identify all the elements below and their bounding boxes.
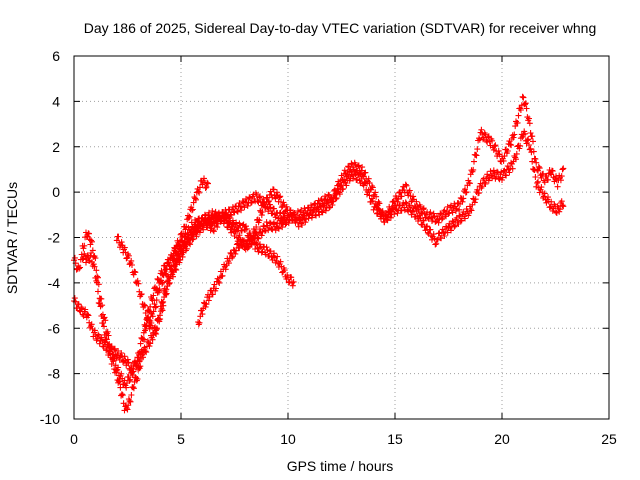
x-tick-label: 15 [387, 431, 403, 447]
series-track-f [327, 93, 567, 226]
series-track-d [113, 190, 291, 337]
grid [74, 56, 609, 419]
chart-title: Day 186 of 2025, Sidereal Day-to-day VTE… [84, 20, 597, 36]
x-tick-label: 0 [70, 431, 78, 447]
data-points [71, 93, 567, 414]
ticks: 0 5 10 15 20 25 -10 -8 -6 -4 -2 0 2 4 6 [40, 48, 617, 447]
x-tick-label: 5 [177, 431, 185, 447]
y-tick-label: -2 [48, 230, 61, 246]
y-tick-label: 6 [52, 48, 60, 64]
y-axis-label: SDTVAR / TECUs [4, 182, 20, 294]
y-tick-label: 0 [52, 184, 60, 200]
y-tick-label: -6 [48, 320, 61, 336]
y-tick-label: -4 [48, 275, 61, 291]
x-tick-label: 25 [601, 431, 617, 447]
y-tick-label: 4 [52, 93, 60, 109]
x-tick-label: 20 [494, 431, 510, 447]
scatter-points [434, 128, 567, 243]
x-axis-label: GPS time / hours [287, 458, 394, 474]
scatter-points [79, 175, 211, 391]
series-track-c [79, 175, 211, 391]
scatter-points [113, 190, 291, 337]
scatter-points [327, 93, 567, 226]
y-tick-label: 2 [52, 139, 60, 155]
y-tick-label: -10 [40, 411, 60, 427]
x-tick-label: 10 [280, 431, 296, 447]
y-tick-label: -8 [48, 366, 61, 382]
series-track-g [434, 128, 567, 243]
